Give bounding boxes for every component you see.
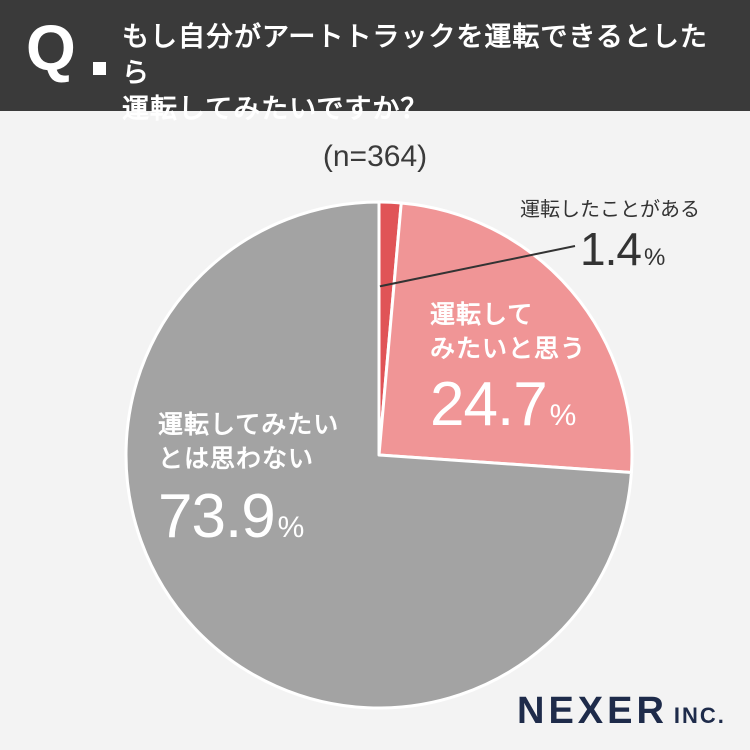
label-not-want: 運転してみたい とは思わない 73.9% <box>158 408 339 548</box>
nexer-logo: NEXER INC. <box>517 690 726 733</box>
pie-slices <box>124 200 634 710</box>
question-line-2: 運転してみたいですか？ <box>122 94 429 125</box>
value-driven-unit: % <box>643 244 665 271</box>
question-line-1: もし自分がアートトラックを運転できるとしたら <box>122 22 708 89</box>
sample-size: (n=364) <box>322 140 428 173</box>
label-not-want-line-1: 運転してみたい <box>158 410 340 439</box>
leader-line <box>379 245 576 288</box>
value-want-number: 24.7 <box>430 370 548 439</box>
value-driven-number: 1.4 <box>580 223 642 275</box>
value-not-want-number: 73.9 <box>158 482 276 551</box>
label-driven-name: 運転したことがある <box>520 192 700 226</box>
logo-name: NEXER <box>517 690 668 732</box>
q-dot <box>93 62 106 75</box>
label-not-want-line-2: とは思わない <box>158 444 315 473</box>
question-text: もし自分がアートトラックを運転できるとしたら 運転してみたいですか？ <box>122 20 732 128</box>
value-driven: 1.4% <box>580 223 665 275</box>
label-want-line-1: 運転して <box>430 300 534 329</box>
label-want-line-2: みたいと思う <box>430 334 587 363</box>
slice-not-want <box>124 200 633 710</box>
question-header: Q もし自分がアートトラックを運転できるとしたら 運転してみたいですか？ <box>0 0 750 125</box>
slice-want <box>377 201 634 474</box>
label-want: 運転して みたいと思う 24.7% <box>430 298 586 436</box>
logo-suffix: INC. <box>673 703 726 728</box>
q-mark: Q <box>26 12 76 84</box>
label-driven-name-line-1: 運転したことがある <box>520 197 700 221</box>
label-driven: 運転したことがある <box>520 192 700 226</box>
value-not-want-unit: % <box>277 511 305 544</box>
value-want-unit: % <box>549 399 577 432</box>
